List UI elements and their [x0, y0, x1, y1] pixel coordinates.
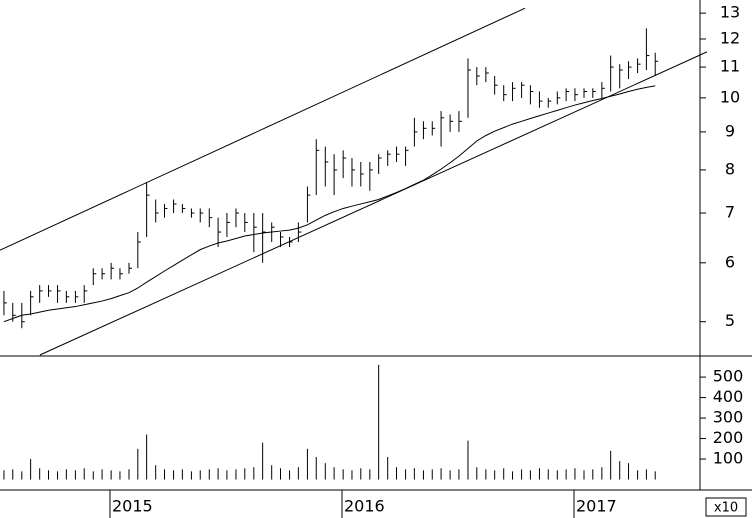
x-tick-label: 2017: [576, 497, 617, 516]
x-tick-label: 2016: [344, 497, 385, 516]
trend-line: [39, 51, 708, 356]
y-tick-label: 11: [720, 57, 740, 76]
y-tick-label: 400: [713, 387, 744, 406]
y-tick-label: 300: [713, 408, 744, 427]
x-tick-label: 2015: [112, 497, 153, 516]
y-tick-label: 10: [720, 87, 740, 106]
y-tick-label: 500: [713, 367, 744, 386]
y-tick-label: 5: [725, 311, 735, 330]
trend-line: [0, 7, 526, 251]
y-tick-label: 9: [725, 121, 735, 140]
y-tick-label: 200: [713, 428, 744, 447]
y-tick-label: 8: [725, 159, 735, 178]
y-tick-label: 100: [713, 449, 744, 468]
unit-box: [705, 497, 747, 517]
y-tick-label: 12: [720, 28, 740, 47]
unit-label: x10: [714, 501, 738, 516]
y-tick-label: 6: [725, 252, 735, 271]
y-tick-label: 13: [720, 3, 740, 22]
y-tick-label: 7: [725, 203, 735, 222]
moving-average: [3, 85, 656, 323]
